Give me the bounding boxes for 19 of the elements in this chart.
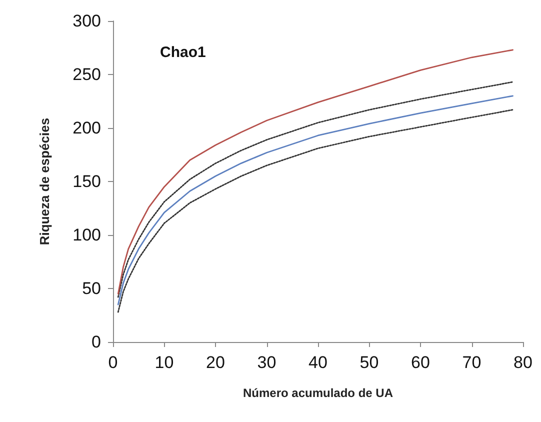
x-axis-title: Número acumulado de UA (242, 386, 394, 400)
text: Chao1 (160, 44, 206, 61)
x-tick-label: 20 (206, 353, 225, 372)
x-tick-label: 30 (257, 353, 276, 372)
x-tick-label: 40 (308, 353, 328, 372)
y-tick-label: 200 (72, 118, 101, 138)
y-tick-label: 250 (72, 65, 101, 84)
y-tick-label: 150 (72, 172, 101, 191)
y-tick-label: 100 (72, 226, 101, 244)
x-tick-label: 80 (514, 353, 532, 372)
x-tick-label: 10 (154, 353, 174, 372)
x-tick-label: 70 (462, 353, 482, 372)
y-axis-title: Riqueza de espécies (37, 118, 52, 246)
x-tick-label: 50 (360, 353, 379, 372)
y-tick-label: 0 (92, 332, 101, 352)
y-tick-label: 50 (82, 279, 101, 298)
x-tick-label: 0 (108, 353, 118, 372)
y-tick-label: 300 (72, 12, 101, 30)
x-tick-label: 60 (411, 353, 430, 372)
